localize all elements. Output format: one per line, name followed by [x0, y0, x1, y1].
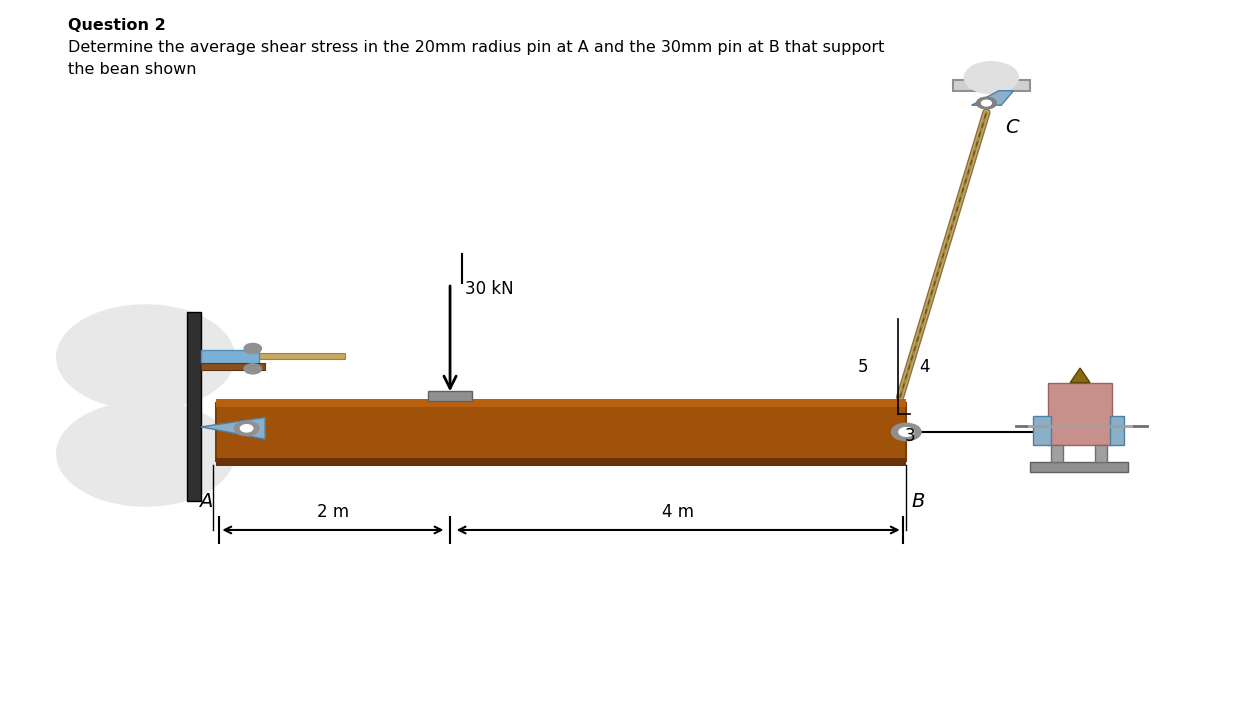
Text: Determine the average shear stress in the 20mm radius pin at A and the 30mm pin : Determine the average shear stress in th… [68, 40, 884, 77]
Polygon shape [1048, 383, 1112, 445]
Polygon shape [1033, 416, 1051, 445]
Polygon shape [201, 417, 265, 439]
Circle shape [981, 100, 991, 106]
Polygon shape [201, 350, 259, 364]
Polygon shape [201, 353, 345, 359]
Circle shape [891, 423, 921, 441]
Polygon shape [1051, 445, 1063, 462]
Polygon shape [1095, 445, 1107, 462]
Polygon shape [1110, 416, 1124, 445]
Circle shape [244, 343, 261, 354]
Circle shape [57, 305, 234, 409]
Circle shape [977, 97, 996, 109]
Polygon shape [428, 391, 472, 401]
Text: 5: 5 [858, 358, 868, 375]
Text: A: A [200, 492, 212, 510]
Circle shape [240, 425, 253, 432]
Text: 3: 3 [905, 427, 915, 444]
Polygon shape [201, 363, 265, 370]
Text: Question 2: Question 2 [68, 18, 165, 33]
Polygon shape [216, 399, 906, 407]
Polygon shape [1030, 462, 1128, 472]
Text: 2 m: 2 m [317, 503, 349, 521]
Circle shape [57, 401, 234, 506]
Text: 4 m: 4 m [662, 503, 694, 521]
Text: B: B [911, 492, 925, 510]
Circle shape [244, 364, 261, 374]
Text: 30 kN: 30 kN [465, 280, 513, 298]
Circle shape [964, 62, 1018, 94]
Polygon shape [216, 403, 906, 461]
Text: C: C [1005, 118, 1018, 136]
Circle shape [234, 421, 259, 436]
Circle shape [899, 428, 914, 436]
Polygon shape [1070, 368, 1090, 383]
Polygon shape [953, 80, 1030, 91]
Polygon shape [187, 312, 201, 501]
Text: 4: 4 [920, 358, 930, 375]
Polygon shape [972, 91, 1014, 105]
Polygon shape [216, 458, 906, 466]
